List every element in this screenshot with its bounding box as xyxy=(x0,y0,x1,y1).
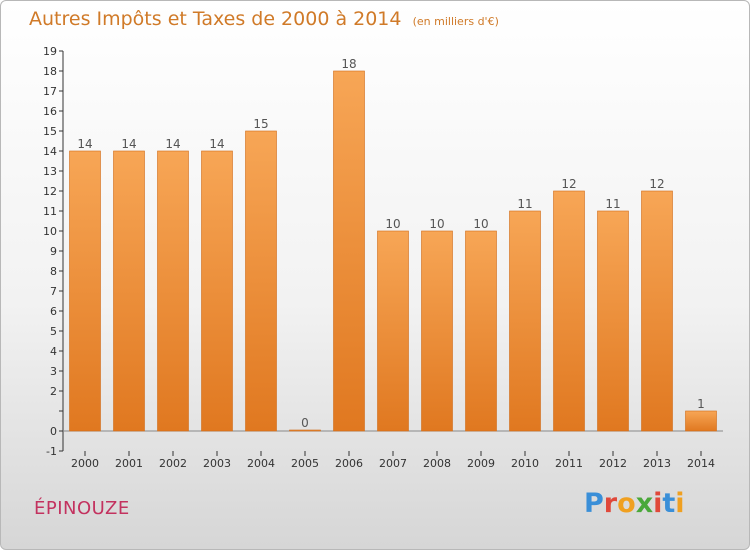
data-label-2013: 12 xyxy=(649,177,664,191)
bar-2000 xyxy=(69,150,101,432)
bar-2011 xyxy=(553,190,585,432)
data-label-2009: 10 xyxy=(473,217,488,231)
x-tick-label-2009: 2009 xyxy=(467,457,495,470)
data-label-2007: 10 xyxy=(385,217,400,231)
x-tick-label-2002: 2002 xyxy=(159,457,187,470)
y-tick-label: 15 xyxy=(43,125,57,138)
chart-title-block: Autres Impôts et Taxes de 2000 à 2014 (e… xyxy=(29,8,499,30)
y-tick-label: 6 xyxy=(50,305,57,318)
data-label-2012: 11 xyxy=(605,197,620,211)
y-tick-label: 2 xyxy=(50,385,57,398)
data-label-2008: 10 xyxy=(429,217,444,231)
y-tick-label: 9 xyxy=(50,245,57,258)
bar-2004 xyxy=(245,130,277,432)
y-tick-label: 3 xyxy=(50,365,57,378)
data-label-2006: 18 xyxy=(341,57,356,71)
x-tick-label-2011: 2011 xyxy=(555,457,583,470)
bar-2006 xyxy=(333,70,365,432)
x-tick-label-2005: 2005 xyxy=(291,457,319,470)
x-tick-label-2014: 2014 xyxy=(687,457,715,470)
y-tick-label: 12 xyxy=(43,185,57,198)
bar-2007 xyxy=(377,230,409,432)
x-tick-label-2013: 2013 xyxy=(643,457,671,470)
y-tick-label: 5 xyxy=(50,325,57,338)
x-tick-label-2003: 2003 xyxy=(203,457,231,470)
y-tick-label: 4 xyxy=(50,345,57,358)
logo-letter: x xyxy=(635,488,654,519)
x-tick-label-2012: 2012 xyxy=(599,457,627,470)
data-label-2010: 11 xyxy=(517,197,532,211)
bar-2009 xyxy=(465,230,497,432)
chart-title: Autres Impôts et Taxes de 2000 à 2014 xyxy=(29,8,402,30)
y-tick-label: 14 xyxy=(43,145,57,158)
data-label-2014: 1 xyxy=(697,397,705,411)
logo-letter: i xyxy=(675,488,685,519)
bars xyxy=(69,70,717,432)
bar-2008 xyxy=(421,230,453,432)
bar-2002 xyxy=(157,150,189,432)
x-tick-label-2001: 2001 xyxy=(115,457,143,470)
x-tick-label-2000: 2000 xyxy=(71,457,99,470)
data-label-2005: 0 xyxy=(301,416,309,430)
proxiti-logo[interactable]: Proxiti xyxy=(584,488,685,519)
bar-2012 xyxy=(597,210,629,432)
x-tick-label-2010: 2010 xyxy=(511,457,539,470)
bar-2005 xyxy=(289,429,321,432)
bar-2001 xyxy=(113,150,145,432)
data-label-2000: 14 xyxy=(77,137,92,151)
x-tick-label-2007: 2007 xyxy=(379,457,407,470)
data-label-2002: 14 xyxy=(165,137,180,151)
x-tick-label-2006: 2006 xyxy=(335,457,363,470)
y-tick-label: 0 xyxy=(50,425,57,438)
y-tick-label: 11 xyxy=(43,205,57,218)
bar-2010 xyxy=(509,210,541,432)
y-tick-label: 7 xyxy=(50,285,57,298)
data-label-2001: 14 xyxy=(121,137,136,151)
data-label-2011: 12 xyxy=(561,177,576,191)
x-tick-label-2008: 2008 xyxy=(423,457,451,470)
y-tick-label: 10 xyxy=(43,225,57,238)
y-tick-label: 19 xyxy=(43,45,57,58)
y-tick-label: -1 xyxy=(46,445,57,458)
logo-letter: i xyxy=(653,488,663,519)
data-label-2003: 14 xyxy=(209,137,224,151)
y-tick-label: 16 xyxy=(43,105,57,118)
data-labels: 14 14 14 14 15 0 18 10 10 10 11 12 11 12 1 xyxy=(77,57,704,430)
place-name: ÉPINOUZE xyxy=(34,498,130,519)
bar-2003 xyxy=(201,150,233,432)
x-axis: 2000 2001 2002 2003 2004 2005 2006 2007 2008 2009… xyxy=(71,451,715,470)
bar-2013 xyxy=(641,190,673,432)
logo-letter: r xyxy=(603,488,618,519)
y-tick-label: 8 xyxy=(50,265,57,278)
logo-letter: o xyxy=(617,488,636,519)
logo-letter: P xyxy=(584,488,604,519)
y-tick-label: 17 xyxy=(43,85,57,98)
chart-unit-note: (en milliers d'€) xyxy=(412,15,499,28)
bar-2014 xyxy=(685,410,717,432)
logo-letter: t xyxy=(662,488,676,519)
y-tick-label: 13 xyxy=(43,165,57,178)
x-tick-label-2004: 2004 xyxy=(247,457,275,470)
y-tick-label: 18 xyxy=(43,65,57,78)
data-label-2004: 15 xyxy=(253,117,268,131)
